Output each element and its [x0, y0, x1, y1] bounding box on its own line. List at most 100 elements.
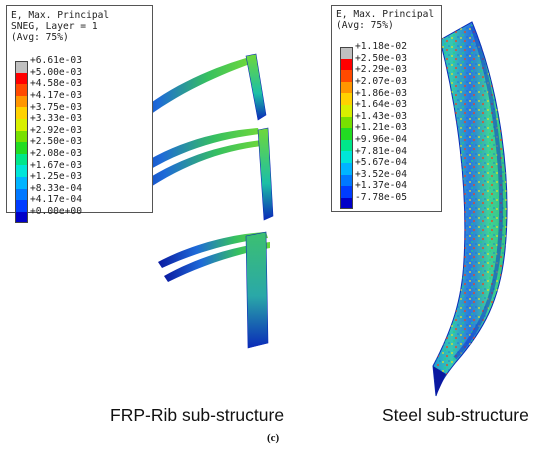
steel-scale-row: +1.37e-04	[340, 181, 407, 198]
steel-strain-legend: E, Max. Principal (Avg: 75%) +1.18e-02 +2…	[331, 5, 442, 212]
frp-scale-tick: +4.17e-03	[30, 90, 82, 102]
steel-scale-row: +1.21e-03	[340, 123, 407, 140]
frp-scale-row: +4.58e-03	[15, 79, 82, 96]
frp-scale-swatch	[15, 188, 28, 201]
steel-scale-row: +7.81e-04	[340, 146, 407, 163]
frp-scale-tick: +5.00e-03	[30, 67, 82, 79]
frp-scale-swatch	[15, 211, 28, 224]
frp-rib-model	[108, 53, 274, 349]
frp-scale-row: +2.08e-03	[15, 148, 82, 166]
steel-scale-swatch	[340, 81, 353, 94]
steel-scale-swatch	[340, 151, 353, 163]
frp-strain-legend: E, Max. Principal SNEG, Layer = 1 (Avg: …	[6, 5, 153, 224]
steel-scale-tick: +1.21e-03	[355, 122, 407, 134]
frp-scale-swatch	[15, 84, 28, 96]
steel-scale-tick: +3.52e-04	[355, 169, 407, 181]
steel-scale-tick: +5.67e-04	[355, 157, 407, 169]
steel-scale-row: +2.07e-03	[340, 76, 407, 94]
steel-scale-swatch	[340, 93, 353, 105]
frp-scale-tick: +2.92e-03	[30, 125, 82, 137]
steel-legend-avg: (Avg: 75%)	[336, 20, 394, 31]
frp-scale-row: +5.00e-03	[15, 67, 82, 85]
frp-scale-swatch	[15, 107, 28, 119]
steel-scale-swatch	[340, 186, 353, 198]
steel-scale-tick: +2.50e-03	[355, 53, 407, 65]
steel-legend-title: E, Max. Principal	[336, 9, 435, 20]
steel-scale-tick: +1.43e-03	[355, 111, 407, 123]
frp-scale-tick: +2.50e-03	[30, 136, 82, 148]
frp-scale-tick: +2.08e-03	[30, 148, 82, 160]
frp-scale-swatch	[15, 61, 28, 73]
frp-scale-swatch	[15, 165, 28, 177]
frp-scale-row: +1.67e-03	[15, 160, 82, 177]
frp-scale-row: +3.75e-03	[15, 102, 82, 119]
frp-scale-swatch	[15, 72, 28, 85]
steel-color-scale: +1.18e-02 +2.50e-03 +2.29e-03 +2.07e-03 +1.8…	[340, 41, 407, 210]
steel-scale-row: +1.43e-03	[340, 111, 407, 129]
steel-scale-row: +9.96e-04	[340, 134, 407, 152]
frp-color-scale: +6.61e-03 +5.00e-03 +4.58e-03 +4.17e-03 +3.7…	[15, 55, 82, 224]
frp-scale-tick: +8.33e-04	[30, 183, 82, 195]
steel-scale-tick: +1.86e-03	[355, 87, 407, 99]
steel-scale-row: +1.18e-02	[340, 41, 407, 59]
steel-scale-tick: +9.96e-04	[355, 134, 407, 146]
frp-scale-row: +0.00e+00	[15, 206, 82, 224]
steel-scale-tick: +1.37e-04	[355, 180, 407, 192]
steel-scale-row: +1.86e-03	[340, 88, 407, 105]
steel-scale-row: +1.64e-03	[340, 99, 407, 117]
frp-scale-tick: +0.00e+00	[30, 206, 82, 218]
steel-caption: Steel sub-structure	[382, 405, 529, 425]
frp-scale-swatch	[15, 176, 28, 189]
frp-scale-swatch	[15, 142, 28, 154]
frp-scale-swatch	[15, 153, 28, 166]
frp-legend-title: E, Max. Principal	[11, 10, 110, 21]
steel-scale-swatch	[340, 58, 353, 71]
frp-scale-row: +2.50e-03	[15, 137, 82, 154]
steel-scale-swatch	[340, 162, 353, 175]
frp-scale-row: +1.25e-03	[15, 171, 82, 189]
frp-scale-row: +4.17e-03	[15, 90, 82, 108]
steel-scale-row: +2.50e-03	[340, 53, 407, 71]
frp-scale-tick: +3.33e-03	[30, 113, 82, 125]
frp-scale-row: +2.92e-03	[15, 125, 82, 143]
steel-scale-swatch	[340, 174, 353, 187]
steel-scale-swatch	[340, 47, 353, 59]
frp-caption: FRP-Rib sub-structure	[110, 405, 285, 425]
frp-legend-layer: SNEG, Layer = 1	[11, 21, 98, 32]
steel-scale-swatch	[340, 128, 353, 140]
frp-scale-swatch	[15, 200, 28, 212]
frp-scale-swatch	[15, 118, 28, 131]
steel-model	[432, 21, 508, 397]
subfigure-label: (c)	[267, 432, 280, 444]
frp-scale-tick: +6.61e-03	[30, 55, 82, 67]
frp-scale-row: +8.33e-04	[15, 183, 82, 201]
steel-scale-swatch	[340, 116, 353, 129]
steel-scale-tick: -7.78e-05	[355, 192, 407, 204]
frp-scale-tick: +1.25e-03	[30, 171, 82, 183]
frp-scale-swatch	[15, 130, 28, 143]
frp-legend-avg: (Avg: 75%)	[11, 32, 69, 43]
steel-scale-tick: +1.18e-02	[355, 41, 407, 53]
steel-scale-row: +2.29e-03	[340, 65, 407, 82]
frp-scale-row: +6.61e-03	[15, 55, 82, 73]
steel-scale-tick: +2.07e-03	[355, 76, 407, 88]
steel-scale-tick: +1.64e-03	[355, 99, 407, 111]
frp-scale-tick: +4.58e-03	[30, 78, 82, 90]
steel-scale-swatch	[340, 139, 353, 152]
steel-scale-tick: +2.29e-03	[355, 64, 407, 76]
frp-scale-row: +3.33e-03	[15, 113, 82, 131]
steel-scale-row: -7.78e-05	[340, 192, 407, 210]
steel-scale-row: +3.52e-04	[340, 169, 407, 187]
steel-scale-swatch	[340, 70, 353, 82]
frp-scale-row: +4.17e-04	[15, 195, 82, 212]
frp-scale-swatch	[15, 95, 28, 108]
steel-scale-swatch	[340, 104, 353, 117]
steel-scale-row: +5.67e-04	[340, 157, 407, 175]
frp-scale-tick: +3.75e-03	[30, 101, 82, 113]
steel-scale-tick: +7.81e-04	[355, 145, 407, 157]
steel-scale-swatch	[340, 197, 353, 210]
frp-scale-tick: +4.17e-04	[30, 194, 82, 206]
frp-scale-tick: +1.67e-03	[30, 159, 82, 171]
